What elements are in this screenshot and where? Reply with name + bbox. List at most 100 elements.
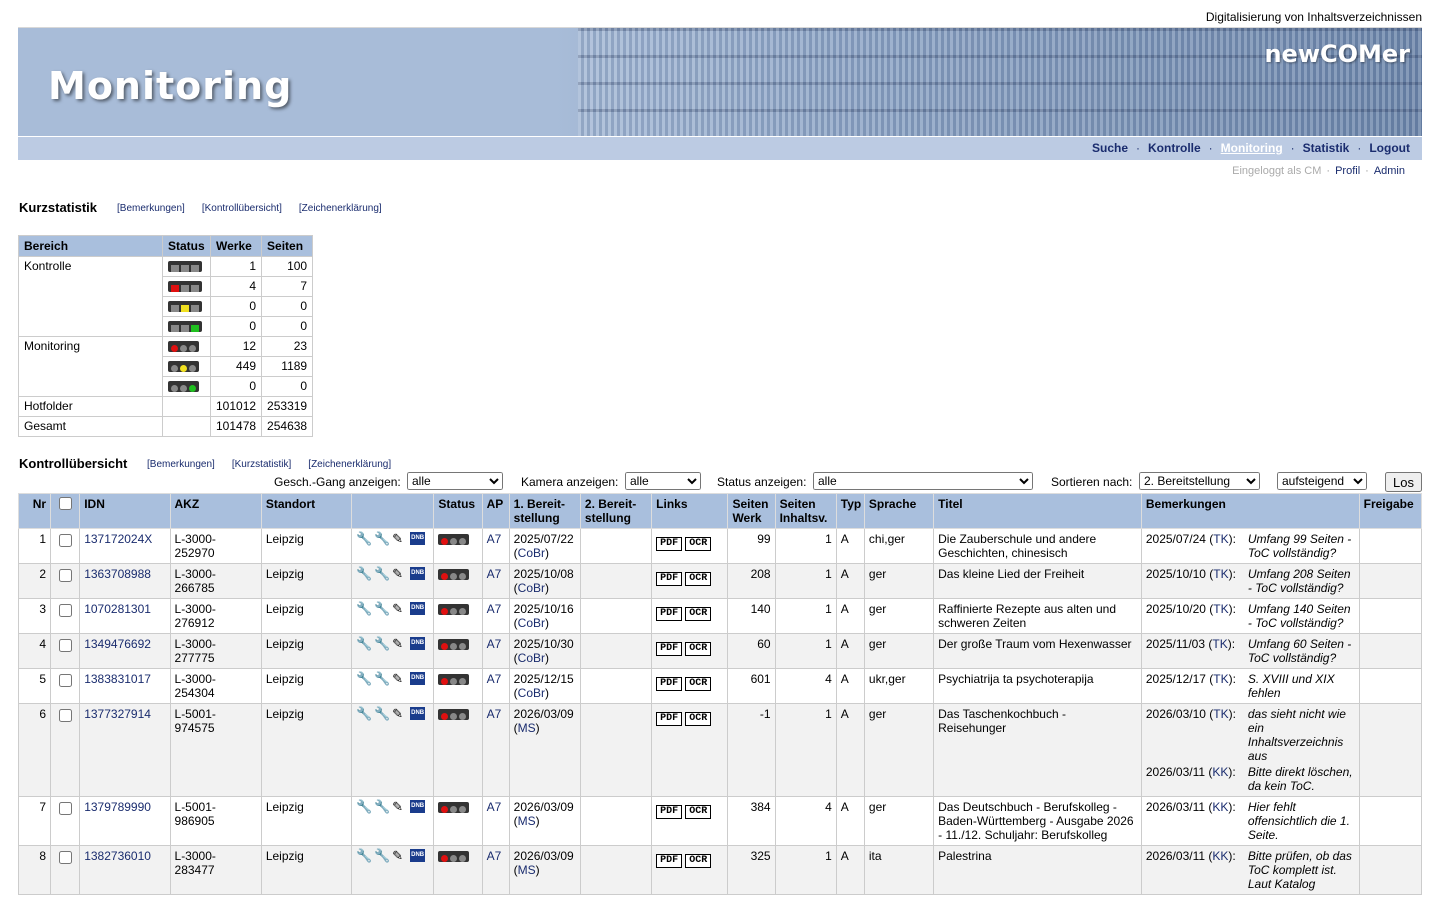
ocr-button[interactable]: OCR (685, 854, 712, 868)
tool-icon[interactable]: 🔧 (374, 636, 391, 652)
order-select[interactable]: aufsteigend (1277, 472, 1367, 490)
pencil-icon[interactable]: ✎ (392, 848, 404, 864)
user-link[interactable]: MS (517, 814, 536, 828)
ocr-button[interactable]: OCR (685, 642, 712, 656)
user-link[interactable]: CoBr (517, 616, 546, 630)
tool-icon[interactable]: 🔧 (374, 706, 391, 722)
sort-select[interactable]: 2. Bereitstellung (1139, 472, 1260, 490)
ocr-button[interactable]: OCR (685, 677, 712, 691)
link-bemerkungen[interactable]: [Bemerkungen] (147, 459, 215, 470)
nav-item-monitoring[interactable]: Monitoring (1220, 141, 1283, 155)
freigabe[interactable] (1358, 703, 1423, 797)
row-checkbox[interactable] (58, 709, 72, 722)
pencil-icon[interactable]: ✎ (392, 531, 404, 547)
remark-user-link[interactable]: TK (1213, 532, 1229, 546)
wrench-icon[interactable]: 🔧 (356, 799, 373, 815)
link-kontrolluebersicht[interactable]: [Kontrollübersicht] (201, 203, 282, 214)
tool-icon[interactable]: 🔧 (374, 671, 391, 687)
dnb-icon[interactable]: DNB (410, 532, 426, 546)
wrench-icon[interactable]: 🔧 (356, 531, 373, 547)
admin-link[interactable]: Admin (1373, 165, 1405, 177)
link-kurzstatistik[interactable]: [Kurzstatistik] (231, 459, 292, 470)
pdf-button[interactable]: PDF (656, 537, 683, 551)
row-checkbox[interactable] (58, 639, 72, 652)
idn-link[interactable]: 1382736010 (84, 849, 151, 863)
link-zeichenerklaerung[interactable]: [Zeichenerklärung] (298, 203, 382, 214)
ocr-button[interactable]: OCR (685, 537, 712, 551)
freigabe[interactable] (1358, 563, 1423, 599)
tool-icon[interactable]: 🔧 (374, 531, 391, 547)
dnb-icon[interactable]: DNB (410, 800, 426, 814)
tool-icon[interactable]: 🔧 (374, 799, 391, 815)
user-link[interactable]: CoBr (517, 546, 546, 560)
row-checkbox[interactable] (58, 534, 72, 547)
status-select[interactable]: alle (813, 472, 1033, 490)
pdf-button[interactable]: PDF (656, 572, 683, 586)
dnb-icon[interactable]: DNB (410, 707, 426, 721)
idn-link[interactable]: 1070281301 (84, 602, 151, 616)
idn-link[interactable]: 1379789990 (84, 800, 151, 814)
profile-link[interactable]: Profil (1335, 165, 1361, 177)
remark-user-link[interactable]: KK (1212, 765, 1229, 779)
idn-link[interactable]: 137172024X (84, 532, 153, 546)
remark-user-link[interactable]: TK (1213, 672, 1229, 686)
remark-user-link[interactable]: KK (1212, 800, 1229, 814)
ap-link[interactable]: A7 (486, 567, 502, 581)
dnb-icon[interactable]: DNB (410, 567, 426, 581)
dnb-icon[interactable]: DNB (410, 849, 426, 863)
ap-link[interactable]: A7 (486, 849, 502, 863)
pdf-button[interactable]: PDF (656, 642, 683, 656)
pencil-icon[interactable]: ✎ (392, 636, 404, 652)
freigabe[interactable] (1358, 598, 1423, 634)
link-bemerkungen[interactable]: [Bemerkungen] (117, 203, 185, 214)
pdf-button[interactable]: PDF (656, 677, 683, 691)
row-checkbox[interactable] (58, 851, 72, 864)
nav-item-suche[interactable]: Suche (1091, 141, 1128, 155)
row-checkbox[interactable] (58, 569, 72, 582)
user-link[interactable]: CoBr (517, 686, 546, 700)
row-checkbox[interactable] (58, 604, 72, 617)
nav-item-kontrolle[interactable]: Kontrolle (1148, 141, 1201, 155)
nav-item-logout[interactable]: Logout (1369, 141, 1410, 155)
ap-link[interactable]: A7 (486, 637, 502, 651)
user-link[interactable]: MS (517, 721, 536, 735)
ap-link[interactable]: A7 (486, 800, 502, 814)
remark-user-link[interactable]: KK (1212, 849, 1229, 863)
dnb-icon[interactable]: DNB (410, 637, 426, 651)
go-button[interactable]: Los (1385, 472, 1422, 492)
remark-user-link[interactable]: TK (1213, 602, 1229, 616)
nav-item-statistik[interactable]: Statistik (1302, 141, 1350, 155)
idn-link[interactable]: 1363708988 (84, 567, 151, 581)
ocr-button[interactable]: OCR (685, 805, 712, 819)
gang-select[interactable]: alle (407, 472, 503, 490)
tool-icon[interactable]: 🔧 (374, 848, 391, 864)
idn-link[interactable]: 1383831017 (84, 672, 151, 686)
freigabe[interactable] (1358, 668, 1423, 704)
pencil-icon[interactable]: ✎ (392, 566, 404, 582)
remark-user-link[interactable]: TK (1213, 707, 1229, 721)
wrench-icon[interactable]: 🔧 (356, 706, 373, 722)
freigabe[interactable] (1358, 528, 1423, 564)
freigabe[interactable] (1358, 796, 1423, 846)
pdf-button[interactable]: PDF (656, 854, 683, 868)
ap-link[interactable]: A7 (486, 532, 502, 546)
select-all-checkbox[interactable] (58, 497, 72, 510)
pencil-icon[interactable]: ✎ (392, 706, 404, 722)
pdf-button[interactable]: PDF (656, 607, 683, 621)
wrench-icon[interactable]: 🔧 (356, 848, 373, 864)
remark-user-link[interactable]: TK (1212, 637, 1228, 651)
wrench-icon[interactable]: 🔧 (356, 566, 373, 582)
dnb-icon[interactable]: DNB (410, 602, 426, 616)
wrench-icon[interactable]: 🔧 (356, 601, 373, 617)
pencil-icon[interactable]: ✎ (392, 799, 404, 815)
ap-link[interactable]: A7 (486, 602, 502, 616)
user-link[interactable]: CoBr (517, 581, 546, 595)
pencil-icon[interactable]: ✎ (392, 601, 404, 617)
freigabe[interactable] (1358, 633, 1423, 669)
wrench-icon[interactable]: 🔧 (356, 671, 373, 687)
idn-link[interactable]: 1377327914 (84, 707, 151, 721)
row-checkbox[interactable] (58, 674, 72, 687)
ocr-button[interactable]: OCR (685, 607, 712, 621)
ap-link[interactable]: A7 (486, 707, 502, 721)
ocr-button[interactable]: OCR (685, 712, 712, 726)
